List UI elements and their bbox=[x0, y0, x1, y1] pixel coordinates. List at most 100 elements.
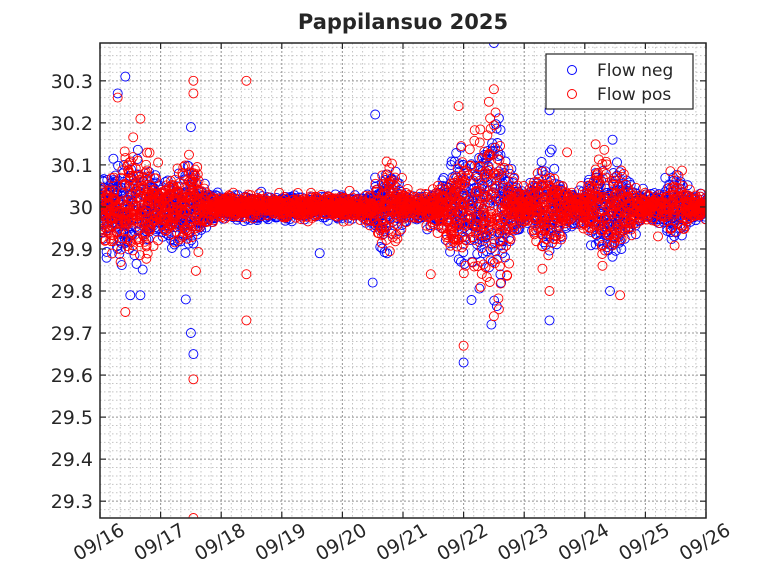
data-point bbox=[607, 240, 618, 251]
data-point bbox=[614, 210, 625, 221]
data-point bbox=[551, 231, 562, 242]
data-point bbox=[484, 169, 495, 180]
data-point bbox=[172, 188, 183, 199]
data-point bbox=[197, 214, 208, 225]
data-point bbox=[458, 247, 469, 258]
data-point bbox=[608, 203, 619, 214]
data-point bbox=[176, 232, 187, 243]
data-point bbox=[551, 209, 562, 220]
data-point bbox=[129, 206, 140, 217]
data-point bbox=[141, 159, 152, 170]
data-point bbox=[153, 157, 164, 168]
data-point bbox=[590, 239, 601, 250]
data-point bbox=[150, 177, 161, 188]
data-point bbox=[601, 212, 612, 223]
data-point bbox=[239, 192, 250, 203]
data-point bbox=[394, 226, 405, 237]
data-point bbox=[101, 246, 112, 257]
data-point bbox=[386, 177, 397, 188]
data-point bbox=[559, 202, 570, 213]
data-point bbox=[386, 206, 397, 217]
data-point bbox=[669, 240, 680, 251]
data-point bbox=[384, 183, 395, 194]
data-point bbox=[611, 171, 622, 182]
outlier-point bbox=[185, 122, 196, 133]
data-point bbox=[578, 223, 589, 234]
data-point bbox=[166, 243, 177, 253]
outlier-point bbox=[607, 134, 618, 145]
data-point bbox=[175, 236, 186, 247]
data-point bbox=[128, 152, 138, 163]
data-point bbox=[101, 219, 112, 230]
data-point bbox=[375, 242, 386, 252]
data-point bbox=[119, 226, 130, 237]
data-point bbox=[472, 172, 483, 183]
data-point bbox=[181, 225, 192, 236]
data-point bbox=[648, 196, 659, 207]
data-point bbox=[100, 227, 107, 238]
data-point bbox=[117, 165, 128, 176]
data-point bbox=[397, 208, 408, 219]
outlier-point bbox=[488, 43, 499, 48]
data-point bbox=[427, 184, 438, 195]
data-point bbox=[544, 212, 555, 223]
outlier-point bbox=[185, 328, 196, 338]
data-point bbox=[597, 239, 608, 250]
data-point bbox=[124, 235, 135, 246]
data-point bbox=[154, 200, 164, 211]
data-point bbox=[623, 192, 633, 202]
data-point bbox=[624, 177, 635, 188]
data-point bbox=[141, 253, 152, 264]
data-point bbox=[610, 175, 621, 186]
data-point bbox=[322, 215, 333, 226]
data-point bbox=[144, 147, 155, 158]
outlier-point bbox=[314, 248, 325, 259]
data-point bbox=[504, 233, 514, 244]
outlier-point bbox=[188, 349, 199, 360]
data-point bbox=[498, 243, 509, 254]
data-point bbox=[532, 177, 543, 188]
series-flow-pos bbox=[100, 75, 706, 518]
data-point bbox=[684, 184, 695, 195]
data-point bbox=[557, 185, 568, 196]
data-point bbox=[660, 172, 671, 183]
data-point bbox=[541, 185, 552, 196]
outlier-point bbox=[605, 286, 615, 296]
data-point bbox=[469, 125, 480, 136]
data-point bbox=[401, 217, 412, 227]
data-point bbox=[223, 199, 234, 209]
data-point bbox=[119, 146, 130, 157]
data-point bbox=[453, 254, 464, 265]
data-point bbox=[179, 207, 189, 218]
data-point bbox=[193, 175, 204, 186]
data-point bbox=[457, 157, 468, 168]
outlier-point bbox=[112, 88, 123, 99]
data-point bbox=[466, 295, 477, 305]
data-point bbox=[438, 173, 449, 183]
data-point bbox=[447, 222, 458, 233]
data-point bbox=[460, 217, 471, 228]
data-point bbox=[188, 238, 199, 249]
data-point bbox=[166, 228, 177, 239]
data-point bbox=[132, 144, 143, 155]
data-point bbox=[130, 180, 141, 191]
data-point bbox=[377, 243, 388, 254]
data-point bbox=[238, 196, 249, 207]
data-point bbox=[193, 247, 204, 257]
data-point bbox=[673, 170, 684, 181]
data-point bbox=[190, 265, 201, 276]
data-point bbox=[677, 165, 687, 176]
data-point bbox=[142, 184, 153, 195]
data-point bbox=[599, 194, 610, 205]
data-point bbox=[107, 248, 117, 259]
outlier-point bbox=[135, 290, 146, 301]
data-point bbox=[531, 181, 542, 192]
data-point bbox=[372, 184, 383, 195]
data-point bbox=[546, 144, 557, 155]
data-point bbox=[381, 156, 392, 167]
data-point bbox=[485, 113, 496, 124]
data-point bbox=[549, 218, 560, 229]
data-point bbox=[593, 167, 603, 178]
data-point bbox=[682, 216, 692, 227]
